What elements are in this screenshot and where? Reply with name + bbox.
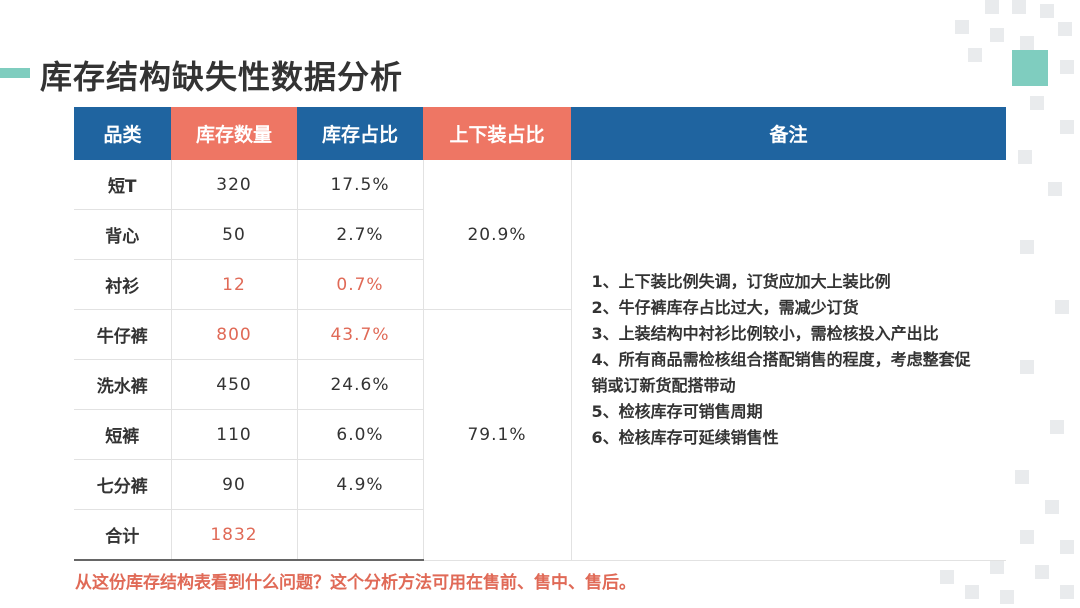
header-stock-qty: 库存数量 [171,107,297,160]
note-line: 3、上装结构中衬衫比例较小，需检核投入产出比 [591,323,939,343]
inventory-table: 品类 库存数量 库存占比 上下装占比 备注 短T 320 17.5% 20.9%… [74,107,1006,561]
note-line: 2、牛仔裤库存占比过大，需减少订货 [591,297,859,317]
note-line: 4、所有商品需检核组合搭配销售的程度，考虑整套促销或订新货配搭带动 [591,349,971,395]
qty-cell: 110 [171,409,298,460]
ratio-cell: 17.5% [297,160,424,210]
ratio-cell: 6.0% [297,409,424,460]
qty-cell: 320 [171,160,298,210]
note-line: 6、检核库存可延续销售性 [591,427,779,447]
table-row: 背心 50 2.7% [74,209,1006,260]
qty-cell: 90 [171,459,298,510]
page-title: 库存结构缺失性数据分析 [40,58,404,96]
header-stock-ratio: 库存占比 [297,107,423,160]
note-line: 5、检核库存可销售周期 [591,401,763,421]
table-header-row: 品类 库存数量 库存占比 上下装占比 备注 [74,107,1006,160]
table-row: 洗水裤 450 24.6% [74,359,1006,410]
header-top-bottom-ratio: 上下装占比 [423,107,571,160]
table-row-total: 合计 1832 [74,509,1006,561]
table-row: 短T 320 17.5% 20.9% 1、上下装比例失调，订货应加大上装比例 2… [74,160,1006,561]
bottom-ratio-cell: 79.1% [423,309,572,561]
ratio-cell: 0.7% [297,259,424,310]
top-ratio-cell: 20.9% [423,160,572,310]
ratio-cell: 43.7% [297,309,424,360]
category-cell: 短裤 [74,409,172,460]
header-category: 品类 [74,107,171,160]
ratio-cell: 2.7% [297,209,424,260]
qty-cell: 1832 [171,509,298,561]
category-cell: 背心 [74,209,172,260]
qty-cell: 50 [171,209,298,260]
ratio-cell: 4.9% [297,459,424,510]
title-accent-bar [0,68,30,78]
table-row: 牛仔裤 800 43.7% 79.1% [74,309,1006,561]
category-cell: 合计 [74,509,172,561]
category-cell: 牛仔裤 [74,309,172,360]
table-row: 七分裤 90 4.9% [74,459,1006,510]
category-cell: 衬衫 [74,259,172,310]
qty-cell: 450 [171,359,298,410]
table-row: 衬衫 12 0.7% [74,259,1006,310]
header-notes: 备注 [571,107,1006,160]
table-row: 短裤 110 6.0% [74,409,1006,460]
ratio-cell [297,509,424,561]
category-cell: 洗水裤 [74,359,172,410]
notes-cell: 1、上下装比例失调，订货应加大上装比例 2、牛仔裤库存占比过大，需减少订货 3、… [571,160,1006,561]
note-line: 1、上下装比例失调，订货应加大上装比例 [591,271,891,291]
qty-cell: 12 [171,259,298,310]
ratio-cell: 24.6% [297,359,424,410]
category-cell: 七分裤 [74,459,172,510]
footer-question: 从这份库存结构表看到什么问题？这个分析方法可用在售前、售中、售后。 [75,573,636,593]
category-cell: 短T [74,160,172,210]
qty-cell: 800 [171,309,298,360]
